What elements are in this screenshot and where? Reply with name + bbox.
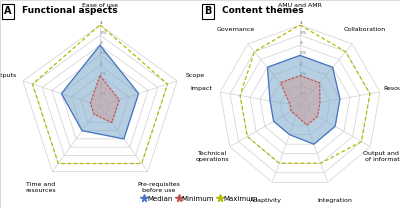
- Polygon shape: [62, 45, 138, 139]
- Polygon shape: [280, 76, 320, 125]
- Text: Functional aspects: Functional aspects: [22, 6, 118, 15]
- Text: Content themes: Content themes: [222, 6, 304, 15]
- Text: A: A: [4, 6, 12, 16]
- Legend: Median, Minimum, Maximum: Median, Minimum, Maximum: [140, 193, 260, 204]
- Polygon shape: [268, 55, 340, 144]
- Polygon shape: [90, 76, 119, 123]
- Text: B: B: [204, 6, 211, 16]
